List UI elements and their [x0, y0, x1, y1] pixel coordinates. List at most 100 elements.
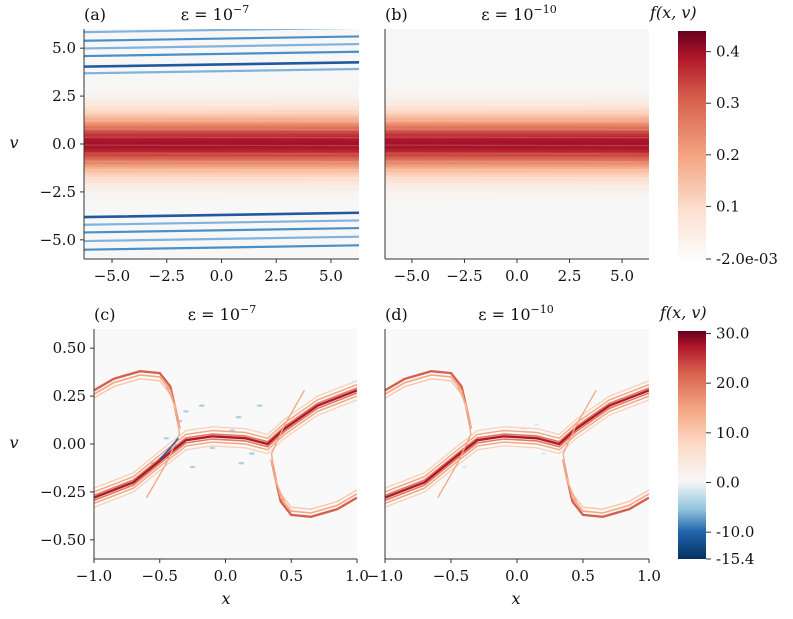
x-tick-label: 2.5: [558, 267, 582, 285]
heatmap-band: [84, 154, 359, 158]
heatmap-band: [385, 195, 649, 199]
filament-loop: [562, 390, 597, 502]
heatmap-band: [385, 141, 649, 145]
heatmap-band: [385, 131, 649, 135]
heatmap-band: [84, 164, 359, 168]
heatmap-ripple: [385, 88, 649, 90]
negative-streak: [84, 226, 359, 234]
y-tick-label: 0.00: [53, 435, 86, 453]
filament-strand: [94, 392, 357, 502]
heatmap-band: [385, 190, 649, 194]
y-tick-label: 0.50: [53, 339, 86, 357]
heatmap-band: [84, 118, 359, 122]
heatmap-band: [84, 151, 359, 155]
heatmap-band: [385, 100, 649, 104]
x-tick-label: 5.0: [610, 267, 634, 285]
noise-speck: [534, 423, 540, 426]
negative-streak: [84, 211, 359, 219]
heatmap-band: [385, 108, 649, 112]
heatmap-band: [84, 156, 359, 160]
filament-loop: [146, 386, 181, 498]
heatmap-ripple: [385, 112, 649, 115]
heatmap-band: [385, 103, 649, 107]
heatmap-band: [385, 167, 649, 171]
heatmap-band: [84, 95, 359, 99]
panel-c-ylabel: v: [9, 433, 18, 452]
heatmap-ripple: [84, 88, 359, 90]
x-tick-label: −5.0: [94, 267, 130, 285]
heatmap-band: [84, 136, 359, 140]
panel-a: (a) ε = 10−7 v −5.0 −2.5 0.0 2.5 5.0 5.0 2.5 0.…: [9, 3, 359, 285]
heatmap-ripple: [84, 176, 359, 179]
x-tick-label: 5.0: [319, 267, 343, 285]
colorbar-top-label: f(x, v): [649, 3, 697, 22]
heatmap-band: [385, 151, 649, 155]
heatmap-band: [385, 115, 649, 120]
x-tick-label: 1.0: [345, 567, 369, 585]
heatmap-ripple: [84, 104, 359, 107]
heatmap-band: [84, 110, 359, 114]
colorbar-tick-label: -2.0e-03: [716, 250, 778, 268]
heatmap-band: [385, 113, 649, 117]
heatmap-band: [385, 126, 649, 130]
x-tick-label: −0.5: [433, 567, 469, 585]
heatmap-band: [84, 159, 359, 163]
heatmap-band: [84, 174, 359, 178]
x-tick-label: 1.0: [637, 567, 661, 585]
heatmap-band: [385, 184, 649, 189]
negative-filament: [159, 437, 179, 460]
heatmap-band: [385, 197, 649, 201]
x-tick-label: 0.5: [571, 567, 595, 585]
x-tick-label: −5.0: [394, 267, 430, 285]
heatmap-band: [385, 159, 649, 163]
panel-d-heatmap: [385, 369, 649, 519]
filament-strand: [385, 387, 649, 497]
heatmap-band: [84, 90, 359, 94]
filament-strand: [385, 383, 649, 493]
filament-strand: [94, 383, 357, 493]
heatmap-ripple: [84, 200, 359, 203]
noise-speck: [198, 404, 205, 407]
heatmap-band: [84, 190, 359, 194]
heatmap-band: [84, 115, 359, 120]
heatmap-ripple: [385, 152, 649, 155]
heatmap-band: [385, 174, 649, 178]
panel-c-title: ε = 10−7: [188, 303, 256, 324]
colorbar-tick-label: 0.0: [716, 474, 740, 492]
filament-strand: [385, 399, 649, 508]
heatmap-band: [385, 156, 649, 160]
heatmap-band: [84, 92, 359, 97]
heatmap-band: [385, 98, 649, 102]
x-tick-label: −1.0: [367, 567, 403, 585]
heatmap-ripple: [84, 152, 359, 155]
heatmap-band: [385, 144, 649, 148]
heatmap-band: [84, 169, 359, 173]
noise-speck: [183, 410, 190, 413]
panel-a-title: ε = 10−7: [181, 3, 249, 24]
heatmap-ripple: [385, 168, 649, 171]
panel-d-xlabel: x: [511, 589, 520, 608]
heatmap-ripple: [84, 96, 359, 98]
heatmap-band: [84, 128, 359, 132]
colorbar-tick-label: 0.3: [716, 94, 740, 112]
noise-speck: [540, 452, 546, 455]
heatmap-ripple: [385, 192, 649, 195]
heatmap-band: [84, 177, 359, 181]
x-tick-label: −2.5: [446, 267, 482, 285]
heatmap-ripple: [385, 160, 649, 163]
heatmap-band: [385, 123, 649, 127]
heatmap-ripple: [385, 176, 649, 179]
panel-a-label: (a): [84, 5, 106, 24]
heatmap-band: [84, 146, 359, 150]
filament-strand: [94, 399, 357, 508]
panel-c-label: (c): [94, 305, 115, 324]
filament-strand: [385, 389, 649, 499]
heatmap-band: [84, 161, 359, 166]
colorbar-tick-label: -10.0: [716, 523, 754, 541]
x-tick-label: −2.5: [149, 267, 185, 285]
colorbar-top-ticks: 0.4 0.3 0.2 0.1 -2.0e-03: [706, 43, 778, 268]
colorbar-bottom-ticks: 30.0 20.0 10.0 0.0 -10.0 -15.4: [706, 324, 754, 568]
panel-c: (c) ε = 10−7 v x −1.0 −0.5 0.0 0.5 1.0 0.50 0.…: [9, 303, 368, 608]
x-tick-label: 0.0: [505, 567, 529, 585]
heatmap-band: [84, 144, 359, 148]
